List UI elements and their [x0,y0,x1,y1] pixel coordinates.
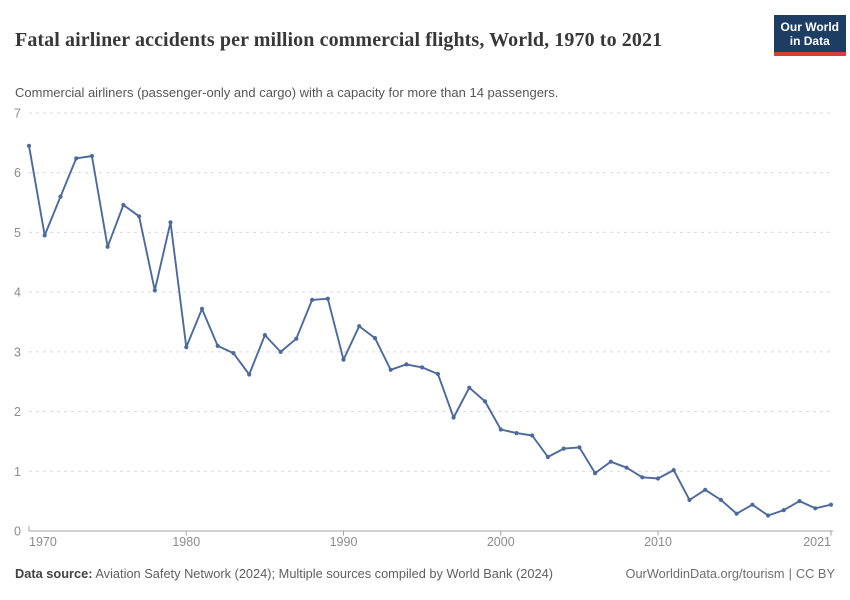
data-point[interactable] [766,513,771,518]
data-point[interactable] [152,288,157,293]
data-point[interactable] [734,511,739,516]
chart-footer: Data source: Aviation Safety Network (20… [15,566,835,581]
svg-text:0: 0 [14,525,21,539]
x-axis: 1970 1980 1990 2000 2010 2021 [28,526,833,549]
data-point[interactable] [231,351,236,356]
data-point[interactable] [310,297,315,302]
data-point[interactable] [278,349,283,354]
data-point[interactable] [42,233,47,238]
data-point[interactable] [215,343,220,348]
data-source: Data source: Aviation Safety Network (20… [15,566,553,581]
data-point[interactable] [121,202,126,208]
data-point[interactable] [199,306,205,311]
data-point[interactable] [703,487,708,492]
data-point[interactable] [655,476,661,481]
data-point[interactable] [577,445,582,450]
data-point[interactable] [294,336,299,341]
data-point[interactable] [514,431,519,436]
data-point[interactable] [624,465,629,470]
license-text: CC BY [795,566,835,581]
data-point[interactable] [168,220,173,225]
data-point[interactable] [325,296,330,301]
svg-text:2010: 2010 [644,535,672,549]
data-point[interactable] [813,506,818,511]
line-chart-canvas[interactable]: 0 1 2 3 4 5 6 7 1970 1980 1990 2000 2010 2021 [0,95,850,565]
data-point[interactable] [545,454,551,460]
data-point[interactable] [718,497,724,502]
data-point[interactable] [58,194,63,199]
owid-logo: Our World in Data [773,15,846,56]
owid-logo-line2: in Data [789,34,830,49]
svg-text:1980: 1980 [172,535,200,549]
svg-text:6: 6 [14,166,21,180]
data-point[interactable] [435,371,440,377]
owid-logo-line1: Our World [780,20,839,34]
data-point[interactable] [105,244,110,249]
data-point[interactable] [404,362,409,367]
data-source-label: Data source: [15,566,93,581]
footer-separator: | [788,566,792,581]
data-point[interactable] [498,427,503,432]
data-point[interactable] [451,415,456,420]
data-point[interactable] [671,468,676,473]
svg-text:7: 7 [14,107,21,121]
data-point[interactable] [137,214,142,219]
data-point[interactable] [26,143,32,148]
data-point[interactable] [750,502,755,507]
data-point[interactable] [797,499,802,504]
data-point[interactable] [561,446,566,451]
data-point[interactable] [184,345,189,350]
svg-text:3: 3 [14,345,21,359]
data-point[interactable] [388,367,393,372]
svg-text:2: 2 [14,405,21,419]
data-point[interactable] [372,336,378,341]
data-point[interactable] [420,365,425,370]
svg-text:5: 5 [14,226,21,240]
svg-text:1970: 1970 [29,535,57,549]
data-point[interactable] [640,475,645,480]
data-point[interactable] [687,497,692,502]
data-point[interactable] [357,324,362,329]
data-point[interactable] [341,357,346,362]
data-point[interactable] [482,399,488,404]
footer-links: OurWorldinData.org/tourism | CC BY [625,566,835,581]
data-point[interactable] [74,156,79,161]
data-point[interactable] [247,372,252,377]
owid-url-link[interactable]: OurWorldinData.org/tourism [625,566,785,581]
data-point[interactable] [608,459,613,464]
data-point[interactable] [262,333,267,338]
svg-text:4: 4 [14,286,21,300]
data-point[interactable] [530,433,535,438]
svg-text:2000: 2000 [487,535,515,549]
chart-subtitle: Commercial airliners (passenger-only and… [15,85,559,100]
data-point[interactable] [467,385,472,390]
data-point[interactable] [593,471,598,476]
data-point[interactable] [89,153,94,159]
svg-text:1990: 1990 [330,535,358,549]
data-point[interactable] [781,508,786,513]
data-point[interactable] [828,502,834,507]
svg-text:1: 1 [14,465,21,479]
data-series-world [26,143,834,518]
svg-text:2021: 2021 [803,535,831,549]
y-gridlines: 0 1 2 3 4 5 6 7 [14,107,833,539]
page-title: Fatal airliner accidents per million com… [15,29,663,52]
data-source-text: Aviation Safety Network (2024); Multiple… [92,566,553,581]
